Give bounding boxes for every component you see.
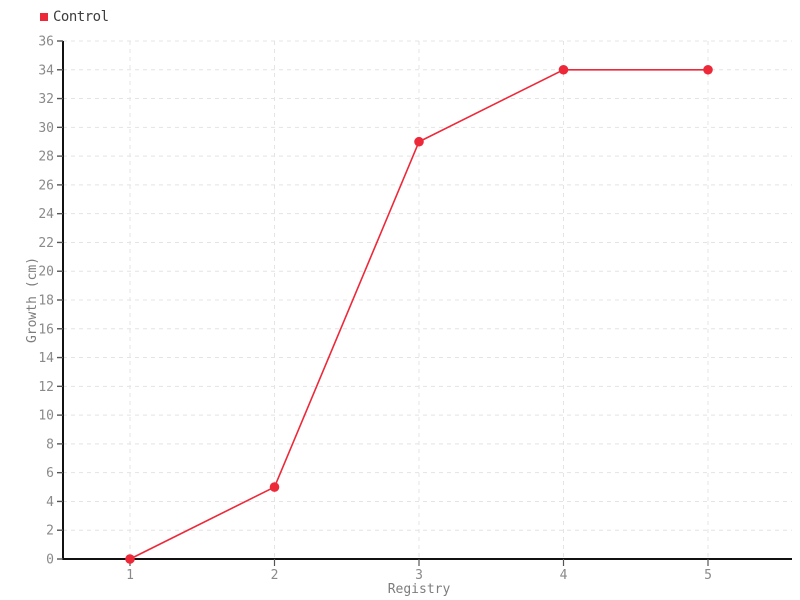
data-point: [269, 482, 280, 492]
data-point: [414, 136, 424, 147]
y-tick-label: 32: [38, 92, 54, 107]
y-tick-label: 10: [38, 409, 54, 424]
data-point: [558, 64, 569, 75]
legend[interactable]: Control: [40, 9, 109, 25]
y-tick-label: 6: [46, 466, 54, 481]
x-tick-label: 5: [704, 568, 712, 583]
y-tick-label: 34: [38, 63, 54, 78]
y-tick-label: 12: [38, 380, 54, 395]
legend-label-control: Control: [53, 9, 109, 25]
legend-marker-control: [40, 13, 48, 21]
y-tick-label: 28: [38, 150, 54, 165]
y-tick-label: 8: [46, 437, 54, 452]
y-tick-label: 16: [38, 322, 54, 337]
y-axis-title: Growth (cm): [25, 257, 40, 343]
y-tick-label: 2: [46, 524, 54, 539]
y-tick-label: 30: [38, 121, 54, 136]
y-tick-label: 20: [38, 265, 54, 280]
y-tick-label: 4: [46, 495, 54, 510]
y-tick-label: 26: [38, 178, 54, 193]
y-tick-label: 24: [38, 207, 54, 222]
y-tick-label: 36: [38, 35, 54, 50]
x-axis-title: Registry: [388, 582, 451, 597]
x-tick-label: 3: [415, 568, 423, 583]
y-tick-label: 14: [38, 351, 54, 366]
y-tick-label: 18: [38, 294, 54, 309]
x-tick-label: 2: [271, 568, 279, 583]
y-tick-label: 22: [38, 236, 54, 251]
data-point: [703, 64, 713, 75]
x-tick-label: 4: [560, 568, 568, 583]
data-point: [125, 554, 135, 564]
x-tick-label: 1: [126, 568, 134, 583]
y-tick-label: 0: [46, 553, 54, 568]
